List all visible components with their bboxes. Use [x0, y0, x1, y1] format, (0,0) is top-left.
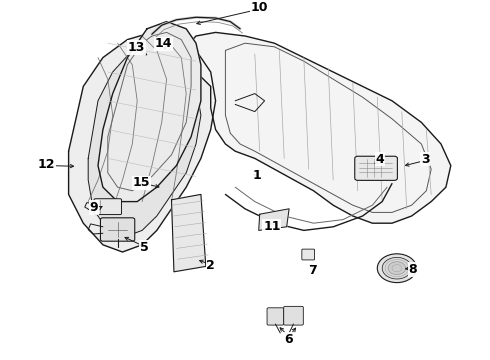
Polygon shape: [88, 43, 201, 238]
Text: 3: 3: [421, 153, 430, 166]
Polygon shape: [259, 209, 289, 230]
Text: 6: 6: [284, 333, 293, 346]
Text: 12: 12: [38, 158, 55, 171]
FancyBboxPatch shape: [302, 249, 315, 260]
Polygon shape: [69, 32, 216, 252]
FancyBboxPatch shape: [94, 199, 122, 215]
Text: 9: 9: [90, 201, 98, 214]
FancyBboxPatch shape: [355, 156, 397, 180]
FancyBboxPatch shape: [284, 306, 303, 325]
Text: 11: 11: [263, 220, 281, 233]
FancyBboxPatch shape: [100, 218, 135, 241]
Circle shape: [382, 257, 412, 279]
Polygon shape: [186, 32, 451, 223]
Polygon shape: [172, 194, 206, 272]
Text: 5: 5: [140, 241, 149, 254]
Circle shape: [388, 262, 406, 275]
Polygon shape: [98, 22, 201, 202]
Text: 10: 10: [251, 1, 269, 14]
Circle shape: [377, 254, 416, 283]
Text: 13: 13: [127, 41, 145, 54]
Text: 8: 8: [408, 263, 417, 276]
Text: 7: 7: [308, 264, 317, 277]
Text: 2: 2: [206, 259, 215, 272]
Text: 1: 1: [253, 169, 262, 182]
Text: 4: 4: [375, 153, 384, 166]
Text: 15: 15: [132, 176, 150, 189]
Text: 14: 14: [154, 37, 172, 50]
FancyBboxPatch shape: [267, 308, 284, 325]
